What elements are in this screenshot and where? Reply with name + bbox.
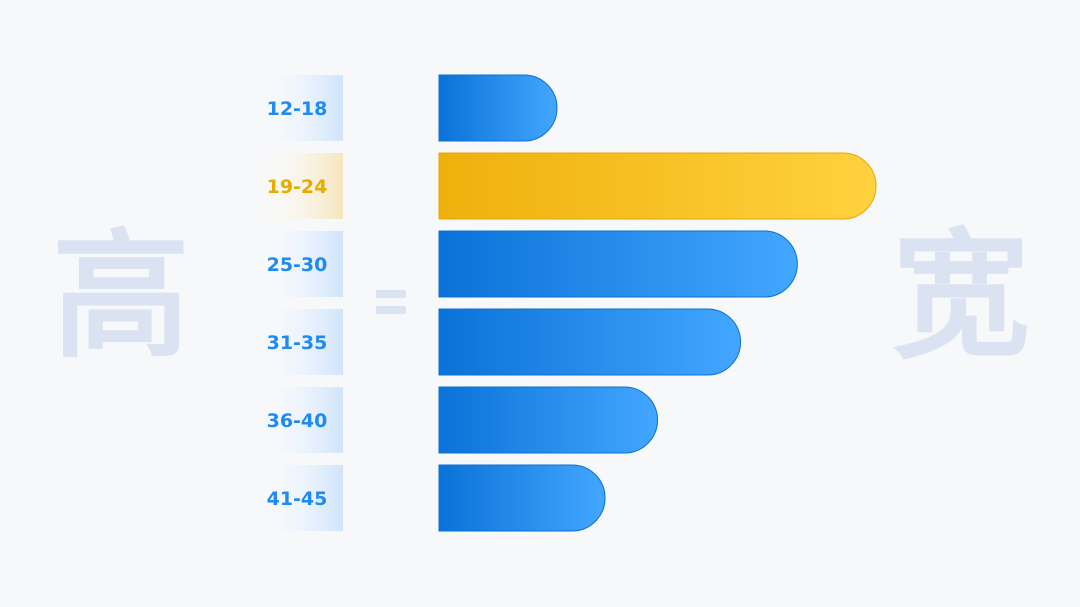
left-decorative-character: 高 <box>52 216 191 377</box>
category-label-cell <box>250 75 343 141</box>
bar-19-24 <box>438 152 877 220</box>
category-label: 19-24 <box>267 176 328 198</box>
bar-series <box>438 74 877 532</box>
bar-25-30 <box>438 230 798 298</box>
bar-31-35 <box>438 308 742 376</box>
bar-12-18 <box>438 74 558 142</box>
category-label: 41-45 <box>267 488 328 510</box>
bar-36-40 <box>438 386 658 454</box>
category-label: 12-18 <box>267 98 328 120</box>
right-decorative-character: 宽 <box>892 216 1031 377</box>
category-label: 25-30 <box>267 254 328 276</box>
category-label: 31-35 <box>267 332 328 354</box>
equals-bottom-stroke <box>376 306 406 314</box>
category-label-cell <box>250 309 343 375</box>
category-label-cell <box>250 387 343 453</box>
category-label-cell <box>250 153 343 219</box>
category-label-cell <box>250 465 343 531</box>
category-label: 36-40 <box>267 410 328 432</box>
equals-top-stroke <box>376 290 406 298</box>
bar-41-45 <box>438 464 606 532</box>
category-labels: 12-18 19-24 25-30 31-35 36-40 41-45 <box>267 98 328 510</box>
category-label-cells <box>250 75 343 531</box>
equals-sign <box>374 284 408 318</box>
category-label-cell <box>250 231 343 297</box>
